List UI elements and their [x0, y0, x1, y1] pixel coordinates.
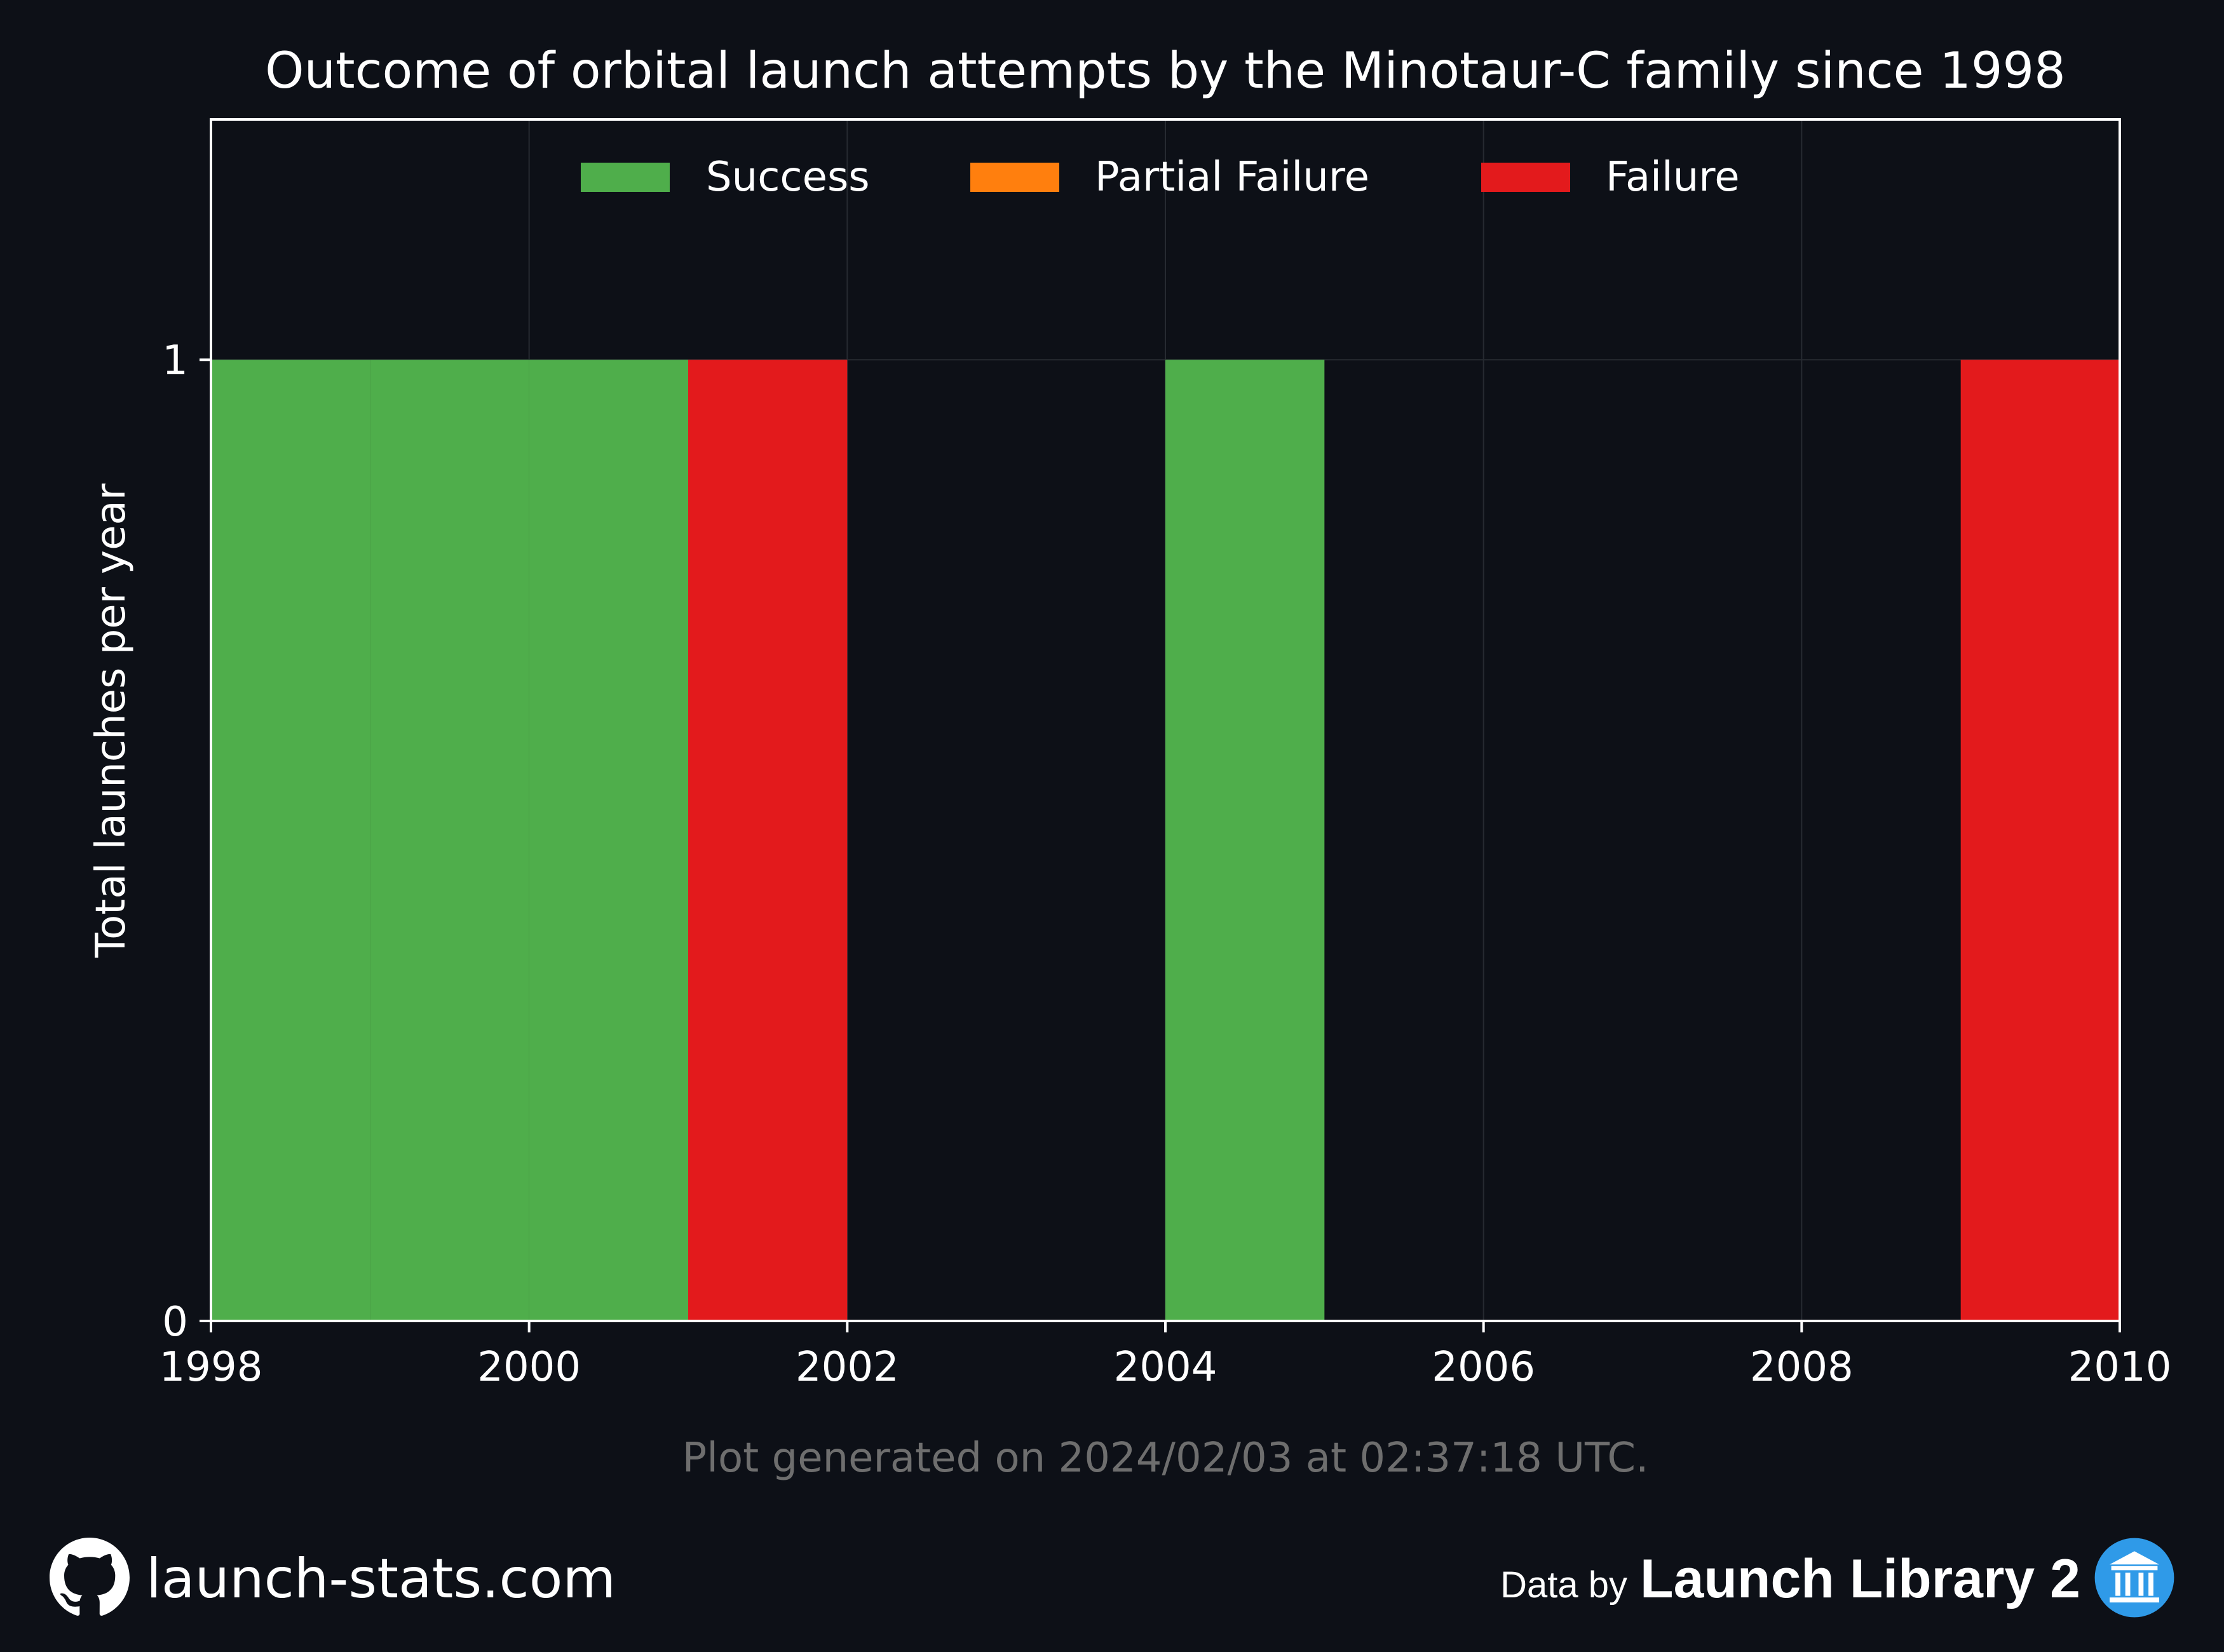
- footer-attribution: Data by Launch Library 2: [1500, 1534, 2176, 1623]
- x-tick-label: 2006: [1432, 1344, 1535, 1391]
- site-link[interactable]: launch-stats.com: [146, 1547, 616, 1611]
- legend-label: Failure: [1606, 154, 1740, 201]
- y-axis-label: Total launches per year: [88, 483, 135, 958]
- bar-success-1999: [370, 360, 529, 1322]
- y-tick-label: 1: [162, 337, 188, 384]
- legend-swatch-failure: [1481, 163, 1570, 192]
- bar-success-2000: [529, 360, 688, 1322]
- bars: [211, 360, 2120, 1322]
- legend-label: Partial Failure: [1095, 154, 1369, 201]
- bar-failure-2009: [1960, 360, 2120, 1322]
- data-by-label: Data by: [1500, 1564, 1628, 1606]
- brand-name[interactable]: Launch Library 2: [1640, 1548, 2080, 1609]
- x-tick-label: 2000: [477, 1344, 581, 1391]
- legend: Success Partial Failure Failure: [581, 154, 1740, 201]
- y-axis: 01: [162, 337, 211, 1346]
- github-icon: [50, 1538, 130, 1620]
- bar-failure-2001: [688, 360, 848, 1322]
- x-tick-label: 2002: [796, 1344, 899, 1391]
- y-tick-label: 0: [162, 1299, 188, 1346]
- x-axis: 1998 2000 2002 2004 2006 2008 2010: [159, 1321, 2172, 1391]
- generated-note: Plot generated on 2024/02/03 at 02:37:18…: [682, 1435, 1649, 1482]
- x-tick-label: 2008: [1750, 1344, 1854, 1391]
- bar-success-2004: [1165, 360, 1325, 1322]
- chart-title: Outcome of orbital launch attempts by th…: [265, 43, 2066, 100]
- legend-label: Success: [706, 154, 870, 201]
- bar-success-1998: [211, 360, 370, 1322]
- launch-library-icon: [2093, 1536, 2176, 1622]
- x-tick-label: 2004: [1114, 1344, 1217, 1391]
- legend-swatch-partial-failure: [970, 163, 1059, 192]
- x-tick-label: 1998: [159, 1344, 263, 1391]
- footer-site[interactable]: launch-stats.com: [50, 1534, 616, 1623]
- legend-swatch-success: [581, 163, 670, 192]
- x-tick-label: 2010: [2068, 1344, 2172, 1391]
